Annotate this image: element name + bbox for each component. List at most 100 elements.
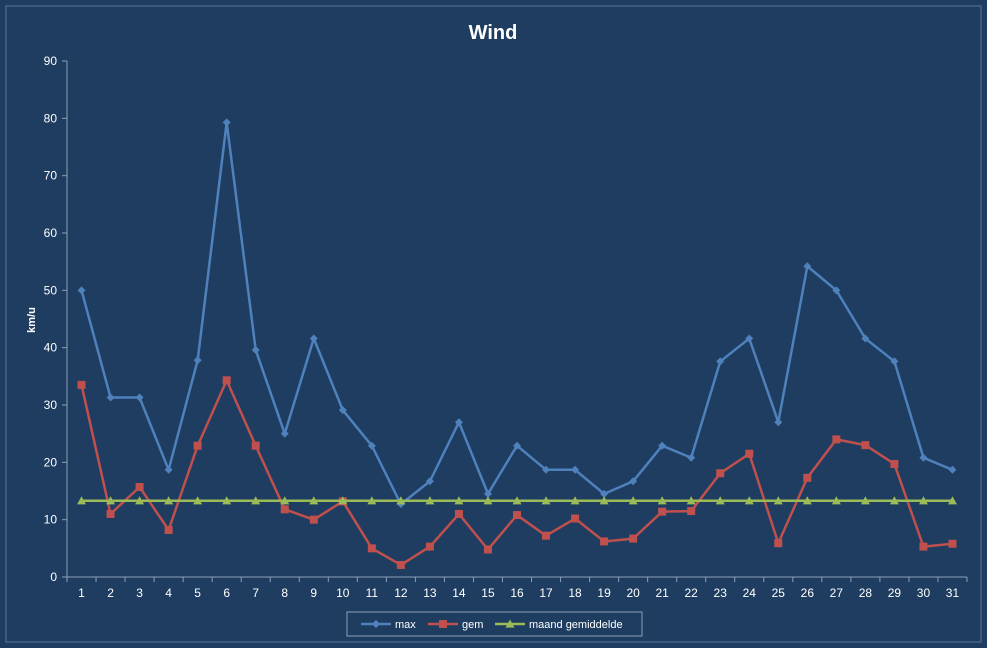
data-point [658,507,667,516]
data-point [309,334,318,343]
y-tick-label: 0 [50,570,57,584]
chart-border [5,5,982,643]
data-point [774,539,783,548]
x-tick-label: 12 [394,586,408,600]
data-point [338,406,347,415]
legend-item: max [361,619,416,631]
series-max [77,118,957,509]
data-point [135,496,145,505]
data-point [513,511,521,520]
legend-box [346,611,643,637]
data-point [571,465,580,474]
x-tick-label: 17 [539,586,553,600]
y-tick-label: 30 [44,398,58,412]
data-point [889,496,899,505]
y-tick-label: 10 [44,513,58,527]
data-point [106,496,116,505]
legend-item: maand gemiddelde [495,619,623,631]
data-point [222,496,232,505]
data-point [454,418,463,427]
data-point [222,376,231,385]
x-tick-label: 6 [223,586,230,600]
data-point [890,357,899,366]
data-point [222,118,231,127]
data-point [454,509,463,518]
y-tick-label: 20 [44,455,58,469]
data-point [658,441,667,450]
data-point [309,515,318,524]
data-point [831,496,841,505]
x-tick-label: 22 [685,586,699,600]
x-tick-label: 28 [859,586,873,600]
data-point [77,380,86,389]
data-point [338,496,348,505]
data-point [542,465,551,474]
data-point [774,418,783,427]
data-point [367,544,376,553]
legend-marker [505,619,515,628]
data-point [861,334,870,343]
data-point [367,496,377,505]
data-point [803,473,812,482]
y-axis-label: km/u [26,307,38,333]
x-tick-label: 10 [336,586,350,600]
data-point [919,453,928,462]
x-tick-label: 8 [281,586,288,600]
data-point [890,460,899,469]
data-point [193,441,202,450]
data-point [716,357,725,366]
legend-item: gem [428,619,483,631]
data-point [425,496,435,505]
data-point [570,496,580,505]
data-point [367,441,376,450]
legend-marker [372,620,380,628]
series-line [80,379,953,567]
y-tick-label: 50 [44,283,58,297]
x-tick-label: 18 [568,586,582,600]
legend-marker [439,620,447,628]
data-point [687,507,696,516]
data-point [135,482,144,491]
data-point [919,542,928,551]
x-tick-label: 19 [597,586,611,600]
data-point [164,496,174,505]
series-layer [77,118,957,569]
data-point [918,496,928,505]
chart-title: Wind [469,22,518,44]
x-tick-label: 21 [655,586,669,600]
data-point [715,496,725,505]
data-point [948,465,957,474]
x-tick-label: 23 [714,586,728,600]
data-point [832,435,841,444]
data-point [629,534,638,543]
x-tick-label: 26 [801,586,815,600]
data-point [745,334,754,343]
y-tick-label: 80 [44,111,58,125]
series-gem [77,376,957,569]
data-point [454,496,464,505]
series-maand-gemiddelde [77,496,957,505]
data-point [483,545,492,554]
data-point [164,465,173,474]
x-tick-label: 2 [107,586,114,600]
legend-label: max [395,619,416,631]
data-point [832,286,841,295]
data-point [513,441,521,450]
data-point [599,496,609,505]
y-tick-label: 70 [44,169,58,183]
data-point [745,449,754,458]
y-tick-label: 40 [44,341,58,355]
data-point [512,496,522,505]
data-point [193,496,203,505]
data-point [628,496,638,505]
x-tick-label: 25 [772,586,786,600]
data-point [773,496,783,505]
x-tick-label: 5 [194,586,201,600]
data-point [861,441,870,450]
data-point [396,496,406,505]
x-tick-label: 7 [252,586,259,600]
data-point [600,489,609,498]
